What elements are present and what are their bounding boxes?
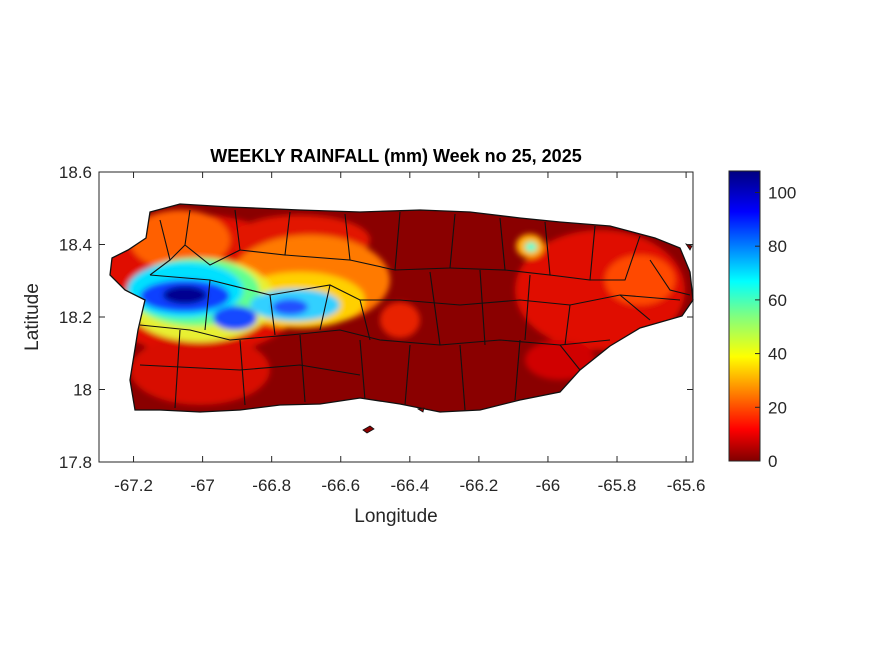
rain-region-southeast-red	[525, 340, 595, 380]
x-axis-label: Longitude	[354, 506, 437, 527]
colorbar-tick-label: 100	[768, 183, 796, 202]
x-tick-label: -67	[190, 476, 215, 495]
chart-title: WEEKLY RAINFALL (mm) Week no 25, 2025	[210, 146, 581, 166]
rainfall-field	[110, 204, 693, 412]
y-axis-label: Latitude	[22, 283, 43, 351]
x-tick-label: -65.6	[667, 476, 706, 495]
y-tick-label: 18.6	[59, 163, 92, 182]
rain-region-south-red	[130, 335, 270, 405]
y-tick-label: 18.2	[59, 308, 92, 327]
x-tick-label: -66.6	[321, 476, 360, 495]
y-tick-label: 18	[73, 381, 92, 400]
x-tick-label: -66.8	[252, 476, 291, 495]
coastline	[109, 203, 694, 413]
rain-region-central-blue	[272, 299, 308, 315]
y-tick-label: 18.4	[59, 236, 92, 255]
colorbar	[728, 170, 761, 462]
rain-region-west-darkblue	[163, 286, 207, 304]
x-tick-label: -66.2	[460, 476, 499, 495]
x-axis-ticks: -67.2 -67 -66.8 -66.6 -66.4 -66.2 -66 -65.8 -65.…	[114, 172, 705, 495]
colorbar-tick-label: 0	[768, 452, 777, 471]
rain-region-northwest-orange	[130, 210, 230, 270]
x-tick-label: -66	[536, 476, 561, 495]
colorbar-ticks: 0 20 40 60 80 100	[755, 183, 796, 471]
x-tick-label: -67.2	[114, 476, 153, 495]
rain-region-west-blue-2	[213, 306, 257, 330]
islet-southcentral	[416, 407, 425, 413]
islet-south	[362, 425, 375, 434]
y-tick-label: 17.8	[59, 453, 92, 472]
x-tick-label: -65.8	[598, 476, 637, 495]
rain-region-northeast-cyan	[525, 242, 537, 252]
colorbar-tick-label: 60	[768, 291, 787, 310]
y-axis-ticks: 17.8 18 18.2 18.4 18.6	[59, 163, 693, 472]
municipality-boundaries	[139, 209, 691, 411]
colorbar-tick-label: 40	[768, 345, 787, 364]
rain-region-eastcentral-red	[380, 302, 420, 338]
colorbar-tick-label: 20	[768, 398, 787, 417]
x-tick-label: -66.4	[390, 476, 429, 495]
rain-region-east-orange	[605, 255, 675, 305]
colorbar-tick-label: 80	[768, 237, 787, 256]
